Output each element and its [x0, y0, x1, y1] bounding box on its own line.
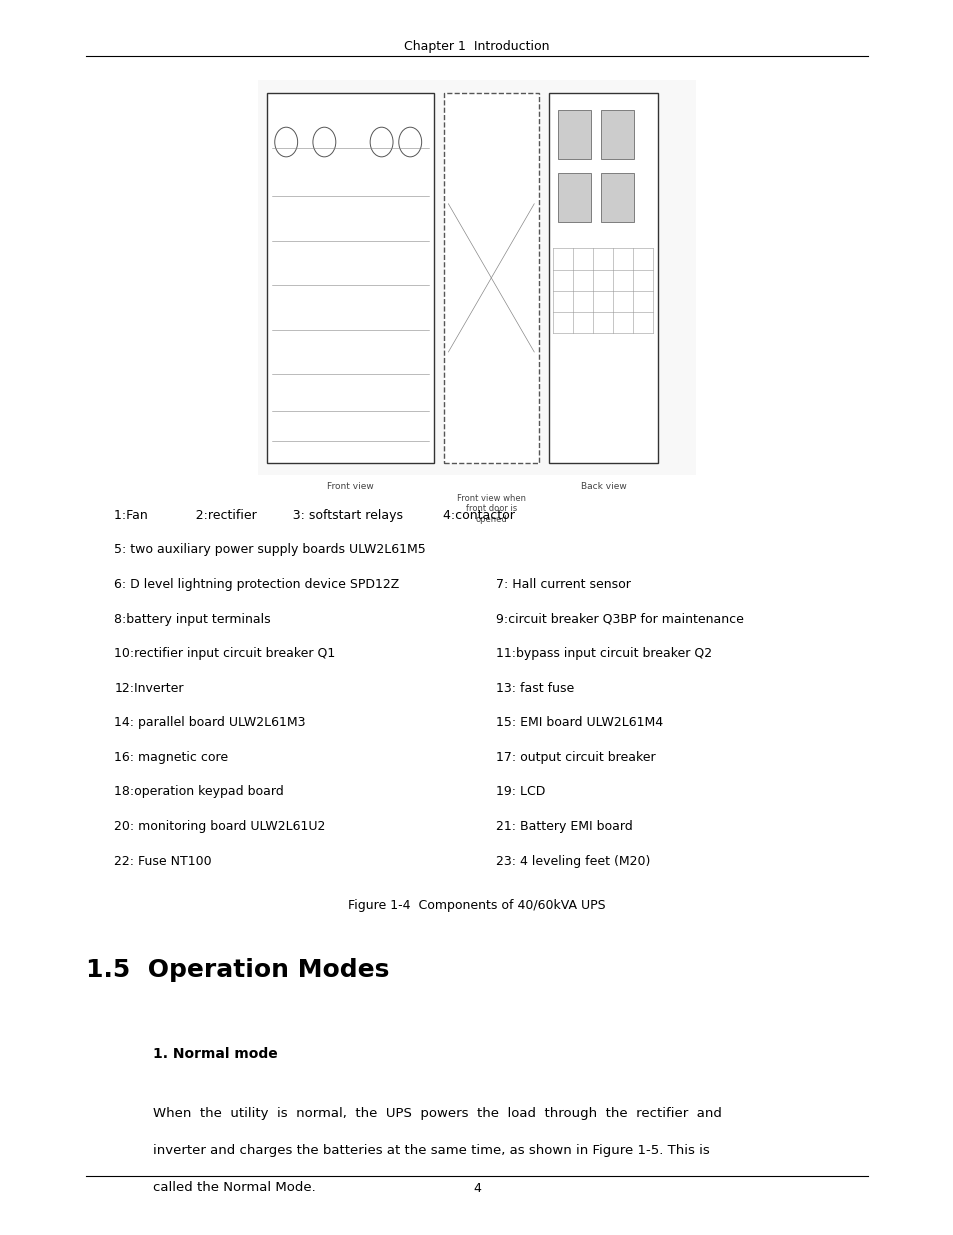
Text: Back view: Back view — [580, 482, 625, 490]
Text: 16: magnetic core: 16: magnetic core — [114, 751, 229, 764]
Text: 21: Battery EMI board: 21: Battery EMI board — [496, 820, 632, 834]
Bar — [257, 80, 696, 475]
Text: 6: D level lightning protection device SPD12Z: 6: D level lightning protection device S… — [114, 578, 399, 592]
Text: 1. Normal mode: 1. Normal mode — [152, 1047, 277, 1061]
Text: called the Normal Mode.: called the Normal Mode. — [152, 1181, 315, 1194]
Text: 13: fast fuse: 13: fast fuse — [496, 682, 574, 695]
Text: Chapter 1  Introduction: Chapter 1 Introduction — [404, 40, 549, 53]
Text: 17: output circuit breaker: 17: output circuit breaker — [496, 751, 655, 764]
Text: 11:bypass input circuit breaker Q2: 11:bypass input circuit breaker Q2 — [496, 647, 712, 661]
Text: When  the  utility  is  normal,  the  UPS  powers  the  load  through  the  rect: When the utility is normal, the UPS powe… — [152, 1107, 720, 1120]
Bar — [443, 93, 538, 463]
Text: 23: 4 leveling feet (M20): 23: 4 leveling feet (M20) — [496, 855, 650, 868]
Bar — [600, 173, 634, 222]
Text: 15: EMI board ULW2L61M4: 15: EMI board ULW2L61M4 — [496, 716, 662, 730]
Text: 20: monitoring board ULW2L61U2: 20: monitoring board ULW2L61U2 — [114, 820, 326, 834]
Text: 18:operation keypad board: 18:operation keypad board — [114, 785, 284, 799]
Text: 12:Inverter: 12:Inverter — [114, 682, 184, 695]
Text: 1.5  Operation Modes: 1.5 Operation Modes — [86, 958, 389, 982]
Text: Front view when
front door is
opened: Front view when front door is opened — [456, 494, 525, 524]
Text: Front view: Front view — [327, 482, 374, 490]
Text: Figure 1-4  Components of 40/60kVA UPS: Figure 1-4 Components of 40/60kVA UPS — [348, 899, 605, 913]
Text: 8:battery input terminals: 8:battery input terminals — [114, 613, 271, 626]
Text: 9:circuit breaker Q3BP for maintenance: 9:circuit breaker Q3BP for maintenance — [496, 613, 743, 626]
Text: 4: 4 — [473, 1182, 480, 1195]
Text: 1:Fan            2:rectifier         3: softstart relays          4:contactor: 1:Fan 2:rectifier 3: softstart relays 4:… — [114, 509, 515, 522]
Text: 14: parallel board ULW2L61M3: 14: parallel board ULW2L61M3 — [114, 716, 306, 730]
Text: 19: LCD: 19: LCD — [496, 785, 545, 799]
Text: 5: two auxiliary power supply boards ULW2L61M5: 5: two auxiliary power supply boards ULW… — [114, 543, 426, 557]
Bar — [548, 93, 658, 463]
Text: inverter and charges the batteries at the same time, as shown in Figure 1-5. Thi: inverter and charges the batteries at th… — [152, 1144, 709, 1157]
Bar — [600, 110, 634, 159]
Bar — [558, 173, 591, 222]
Bar — [267, 93, 434, 463]
Text: 7: Hall current sensor: 7: Hall current sensor — [496, 578, 630, 592]
Text: 10:rectifier input circuit breaker Q1: 10:rectifier input circuit breaker Q1 — [114, 647, 335, 661]
Bar — [558, 110, 591, 159]
Text: 22: Fuse NT100: 22: Fuse NT100 — [114, 855, 212, 868]
